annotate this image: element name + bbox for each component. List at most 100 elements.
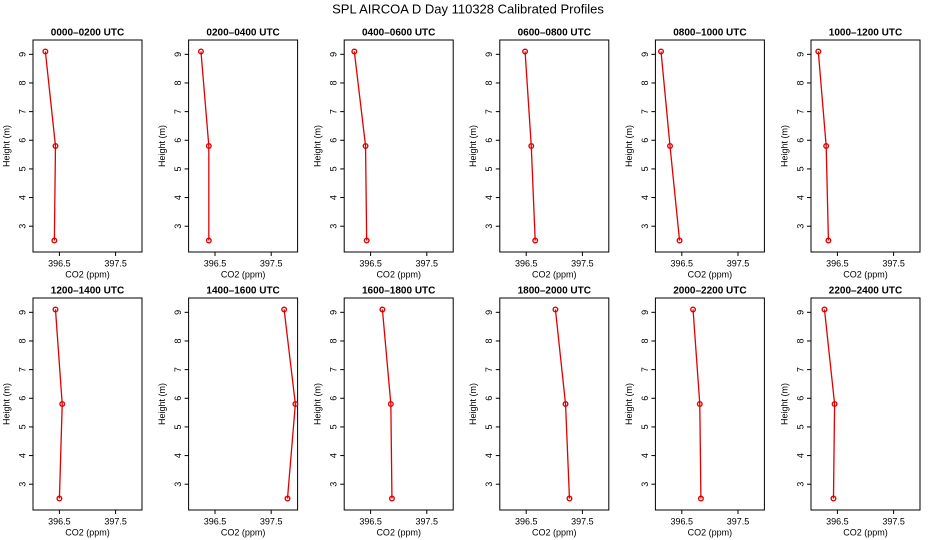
x-tick-label: 397.5 xyxy=(104,516,127,526)
y-axis-label: Height (m) xyxy=(779,383,789,425)
y-tick-label: 6 xyxy=(795,396,805,401)
profile-point xyxy=(690,306,697,313)
plot-frame xyxy=(32,39,143,253)
y-tick-label: 8 xyxy=(795,80,805,85)
x-axis-label: CO2 (ppm) xyxy=(532,527,577,537)
y-tick-label: 3 xyxy=(17,482,27,487)
y-tick-label: 3 xyxy=(795,482,805,487)
profile-point xyxy=(667,142,674,149)
panel-title: 1000–1200 UTC xyxy=(829,28,902,39)
y-tick-label: 4 xyxy=(484,195,494,200)
y-tick-label: 4 xyxy=(795,195,805,200)
y-tick-label: 5 xyxy=(640,166,650,171)
y-tick-label: 6 xyxy=(329,138,339,143)
y-tick-label: 5 xyxy=(795,424,805,429)
y-tick-label: 4 xyxy=(17,195,27,200)
y-tick-label: 7 xyxy=(17,109,27,114)
profile-point xyxy=(821,306,828,313)
profile-point xyxy=(387,401,394,408)
plot-frame xyxy=(188,297,299,511)
panel-title: 2000–2200 UTC xyxy=(673,286,746,297)
profile-line xyxy=(283,309,297,499)
y-tick-label: 8 xyxy=(173,338,183,343)
profile-line xyxy=(823,309,836,499)
x-tick-label: 397.5 xyxy=(416,516,439,526)
profile-point xyxy=(56,495,63,502)
profile-line xyxy=(353,51,368,241)
profile-point xyxy=(566,495,573,502)
y-tick-label: 7 xyxy=(329,367,339,372)
x-tick-label: 396.5 xyxy=(826,516,849,526)
y-tick-label: 9 xyxy=(795,52,805,57)
y-tick-label: 7 xyxy=(173,109,183,114)
y-tick-label: 5 xyxy=(173,424,183,429)
x-tick-label: 397.5 xyxy=(104,258,127,268)
y-axis-label: Height (m) xyxy=(468,383,478,425)
profile-point xyxy=(696,401,703,408)
panel-title: 0600–0800 UTC xyxy=(518,28,591,39)
y-tick-label: 3 xyxy=(640,224,650,229)
y-tick-label: 8 xyxy=(17,80,27,85)
profile-point xyxy=(830,495,837,502)
x-axis-label: CO2 (ppm) xyxy=(221,269,266,279)
profile-point xyxy=(552,306,559,313)
y-tick-label: 5 xyxy=(173,166,183,171)
x-tick-label: 396.5 xyxy=(671,516,694,526)
y-tick-label: 7 xyxy=(640,109,650,114)
x-tick-label: 396.5 xyxy=(204,258,227,268)
profile-line xyxy=(200,51,210,241)
y-axis-label: Height (m) xyxy=(624,125,634,167)
profile-point xyxy=(379,306,386,313)
y-tick-label: 3 xyxy=(484,224,494,229)
y-tick-label: 7 xyxy=(484,109,494,114)
profile-point xyxy=(363,237,370,244)
y-tick-label: 4 xyxy=(329,195,339,200)
x-tick-label: 397.5 xyxy=(727,258,750,268)
profile-line xyxy=(554,309,571,499)
y-axis-label: Height (m) xyxy=(1,125,11,167)
y-tick-label: 8 xyxy=(173,80,183,85)
profile-point xyxy=(351,48,358,55)
x-tick-label: 397.5 xyxy=(260,516,283,526)
x-tick-label: 396.5 xyxy=(48,258,71,268)
y-tick-label: 6 xyxy=(173,138,183,143)
y-tick-label: 3 xyxy=(329,482,339,487)
y-tick-label: 6 xyxy=(640,396,650,401)
y-tick-label: 9 xyxy=(484,52,494,57)
profile-point xyxy=(815,48,822,55)
y-tick-label: 8 xyxy=(484,338,494,343)
x-tick-label: 397.5 xyxy=(571,516,594,526)
y-tick-label: 6 xyxy=(17,396,27,401)
y-tick-label: 7 xyxy=(795,109,805,114)
x-axis-label: CO2 (ppm) xyxy=(376,269,421,279)
x-tick-label: 397.5 xyxy=(260,258,283,268)
profile-point xyxy=(59,401,66,408)
y-tick-label: 9 xyxy=(795,310,805,315)
y-tick-label: 5 xyxy=(795,166,805,171)
y-tick-label: 5 xyxy=(17,166,27,171)
profile-line xyxy=(381,309,393,499)
x-tick-label: 397.5 xyxy=(882,516,905,526)
x-tick-label: 396.5 xyxy=(671,258,694,268)
profile-point xyxy=(362,142,369,149)
y-tick-label: 6 xyxy=(329,396,339,401)
x-tick-label: 396.5 xyxy=(359,258,382,268)
plot-frame xyxy=(343,39,454,253)
y-tick-label: 9 xyxy=(17,52,27,57)
panel-title: 0000–0200 UTC xyxy=(51,28,124,39)
panel-title: 1400–1600 UTC xyxy=(206,286,279,297)
y-tick-label: 4 xyxy=(329,453,339,458)
x-axis-label: CO2 (ppm) xyxy=(65,269,110,279)
y-tick-label: 3 xyxy=(173,482,183,487)
y-tick-label: 8 xyxy=(795,338,805,343)
y-axis-label: Height (m) xyxy=(313,125,323,167)
x-axis-label: CO2 (ppm) xyxy=(843,527,888,537)
profile-point xyxy=(528,142,535,149)
panel-title: 0200–0400 UTC xyxy=(206,28,279,39)
y-tick-label: 9 xyxy=(329,52,339,57)
y-tick-label: 9 xyxy=(17,310,27,315)
panel-title: 2200–2400 UTC xyxy=(829,286,902,297)
x-tick-label: 397.5 xyxy=(416,258,439,268)
x-axis-label: CO2 (ppm) xyxy=(843,269,888,279)
